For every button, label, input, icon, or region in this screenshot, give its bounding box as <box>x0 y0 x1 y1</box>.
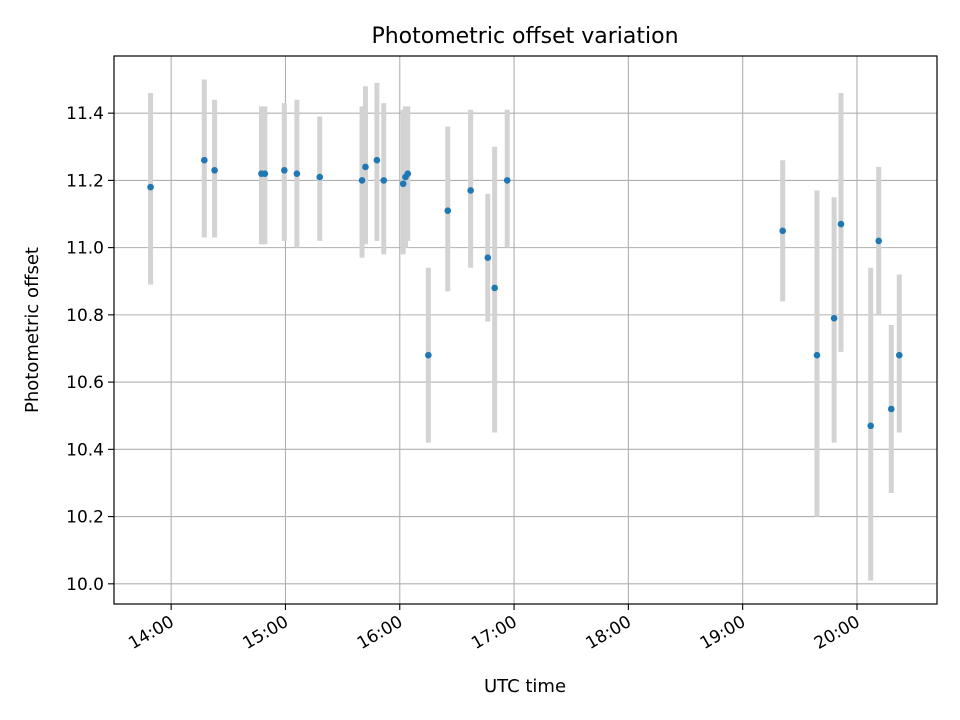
data-point <box>373 156 381 164</box>
data-point <box>813 351 821 359</box>
data-point <box>404 170 412 177</box>
x-axis: 14:00 15:00 16:00 17:00 18:00 19:00 20:00 <box>125 604 863 654</box>
data-point <box>316 173 324 181</box>
data-point <box>895 351 903 359</box>
x-tick-label: 19:00 <box>697 612 749 654</box>
y-tick-label: 10.2 <box>66 508 104 528</box>
data-point <box>358 177 366 184</box>
data-points <box>147 156 903 430</box>
chart-title: Photometric offset variation <box>371 24 678 49</box>
y-tick-label: 10.0 <box>66 575 104 595</box>
data-point <box>503 177 511 184</box>
data-point <box>293 170 301 177</box>
y-tick-label: 11.2 <box>66 171 104 191</box>
data-point <box>875 237 883 245</box>
data-point <box>362 163 369 171</box>
data-point <box>837 220 845 228</box>
data-point <box>830 314 838 322</box>
y-axis-label: Photometric offset <box>22 247 43 413</box>
y-tick-label: 11.0 <box>66 239 104 259</box>
data-point <box>201 156 208 164</box>
data-point <box>281 167 288 174</box>
data-point <box>211 167 218 174</box>
data-point <box>399 180 407 188</box>
data-point <box>491 284 498 292</box>
x-tick-label: 20:00 <box>811 612 863 654</box>
x-axis-label: UTC time <box>484 676 566 697</box>
data-point <box>779 227 786 235</box>
data-point <box>425 351 432 359</box>
data-point <box>867 422 875 430</box>
grid-lines <box>114 56 937 604</box>
y-tick-label: 10.6 <box>66 373 104 393</box>
error-bars <box>148 79 902 581</box>
x-tick-label: 18:00 <box>582 612 634 654</box>
data-point <box>444 207 452 214</box>
data-point <box>484 254 492 262</box>
x-tick-label: 15:00 <box>240 612 292 654</box>
plot-frame <box>113 55 938 605</box>
y-tick-label: 11.4 <box>66 104 104 124</box>
y-axis: 10.0 10.2 10.4 10.6 10.8 11.0 11.2 11.4 <box>66 104 114 595</box>
data-point <box>380 177 388 184</box>
x-tick-label: 14:00 <box>125 612 177 654</box>
data-point <box>467 187 474 194</box>
x-tick-label: 17:00 <box>468 612 520 654</box>
data-point <box>147 183 154 191</box>
y-tick-label: 10.8 <box>66 306 104 326</box>
data-point <box>261 170 269 177</box>
data-point <box>887 405 895 413</box>
y-tick-label: 10.4 <box>66 440 104 460</box>
x-tick-label: 16:00 <box>354 612 406 654</box>
